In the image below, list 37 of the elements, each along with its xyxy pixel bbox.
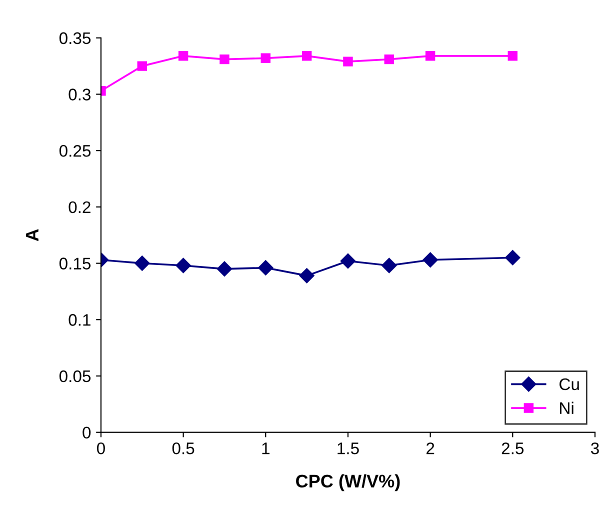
x-tick-label: 2.5: [502, 442, 524, 454]
y-tick-label: 0.1: [68, 314, 90, 326]
point: [258, 260, 274, 276]
y-axis-title: A: [26, 229, 38, 242]
point: [302, 51, 312, 61]
y-tick-label: 0.2: [68, 201, 90, 214]
point: [299, 268, 314, 284]
y-tick-label: 0: [82, 426, 91, 439]
x-axis-title: CPC (W/V%): [296, 474, 400, 492]
point: [422, 252, 438, 268]
x-tick-label: 1: [262, 442, 270, 454]
point: [137, 61, 147, 71]
legend-label: Cu: [560, 378, 579, 390]
point: [134, 256, 150, 271]
point: [216, 261, 232, 276]
point: [178, 51, 188, 61]
x-tick-label: 0: [96, 442, 105, 454]
point: [505, 250, 520, 266]
x-tick-label: 2: [426, 442, 434, 454]
legend-label: Ni: [560, 402, 574, 414]
point: [176, 258, 191, 274]
y-tick-label: 0.3: [68, 88, 91, 100]
point: [384, 54, 394, 64]
point: [340, 253, 356, 269]
y-tick-label: 0.25: [59, 144, 91, 157]
x-tick-label: 0.5: [172, 442, 194, 454]
y-tick-label: 0.15: [59, 258, 91, 270]
point: [508, 51, 518, 61]
point: [220, 54, 230, 64]
y-tick-label: 0.35: [59, 32, 91, 44]
point: [260, 53, 271, 64]
point: [343, 56, 353, 66]
point: [382, 258, 397, 274]
x-tick-label: 3: [590, 442, 599, 454]
x-tick-label: 1.5: [338, 442, 359, 454]
point: [425, 51, 436, 61]
y-tick-label: 0.05: [59, 370, 91, 382]
